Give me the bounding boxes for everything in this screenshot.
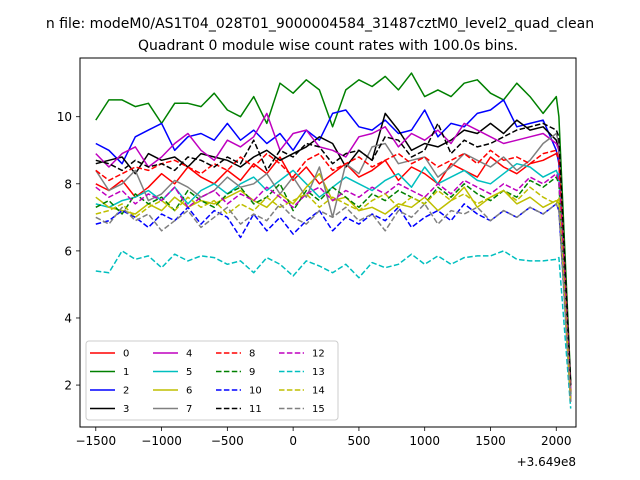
x-tick-label: 0 [289,434,297,448]
series-line-12 [95,172,572,399]
x-tick-label: 2000 [541,434,572,448]
figure-suptitle: n file: modeM0/AS1T04_028T01_9000004584_… [46,16,594,32]
legend-label-2: 2 [123,386,129,397]
legend-label-0: 0 [123,349,129,360]
series-line-11 [95,122,572,386]
x-tick-label: 1000 [409,434,440,448]
axes-frame [79,57,577,428]
series-line-1 [95,72,572,382]
series-line-8 [95,149,572,392]
x-tick-label: 500 [347,434,370,448]
x-axis: −1500 −1000 −500 0 500 1000 1500 2000 [75,427,572,448]
series-line-14 [95,186,572,402]
series-line-13 [95,250,572,409]
y-tick-label: 4 [64,311,72,325]
series-line-15 [95,203,572,402]
legend-label-10: 10 [249,386,262,397]
legend-label-7: 7 [186,404,192,415]
y-tick-label: 6 [64,244,72,258]
legend-label-11: 11 [249,404,262,415]
series-line-4 [95,112,572,389]
x-tick-label: 1500 [475,434,506,448]
x-tick-label: −1000 [141,434,182,448]
legend-label-13: 13 [312,367,325,378]
y-axis: 2 4 6 8 10 [57,110,80,393]
x-offset-label: +3.649e8 [517,455,576,469]
legend-label-6: 6 [186,386,192,397]
series-layer [95,72,572,409]
series-line-3 [95,112,572,386]
legend-label-5: 5 [186,367,192,378]
x-tick-label: −1500 [75,434,116,448]
y-tick-label: 2 [64,379,72,393]
legend-label-1: 1 [123,367,129,378]
legend-label-3: 3 [123,404,129,415]
chart-title: Quadrant 0 module wise count rates with … [138,38,518,54]
legend-label-12: 12 [312,349,325,360]
series-line-2 [95,99,572,399]
legend-box [85,340,339,421]
x-tick-label: −500 [211,434,244,448]
legend-label-15: 15 [312,404,325,415]
legend-label-4: 4 [186,349,192,360]
y-tick-label: 10 [57,110,72,124]
legend-label-9: 9 [249,367,255,378]
legend-label-8: 8 [249,349,255,360]
y-tick-label: 8 [64,177,72,191]
legend-label-14: 14 [312,386,325,397]
